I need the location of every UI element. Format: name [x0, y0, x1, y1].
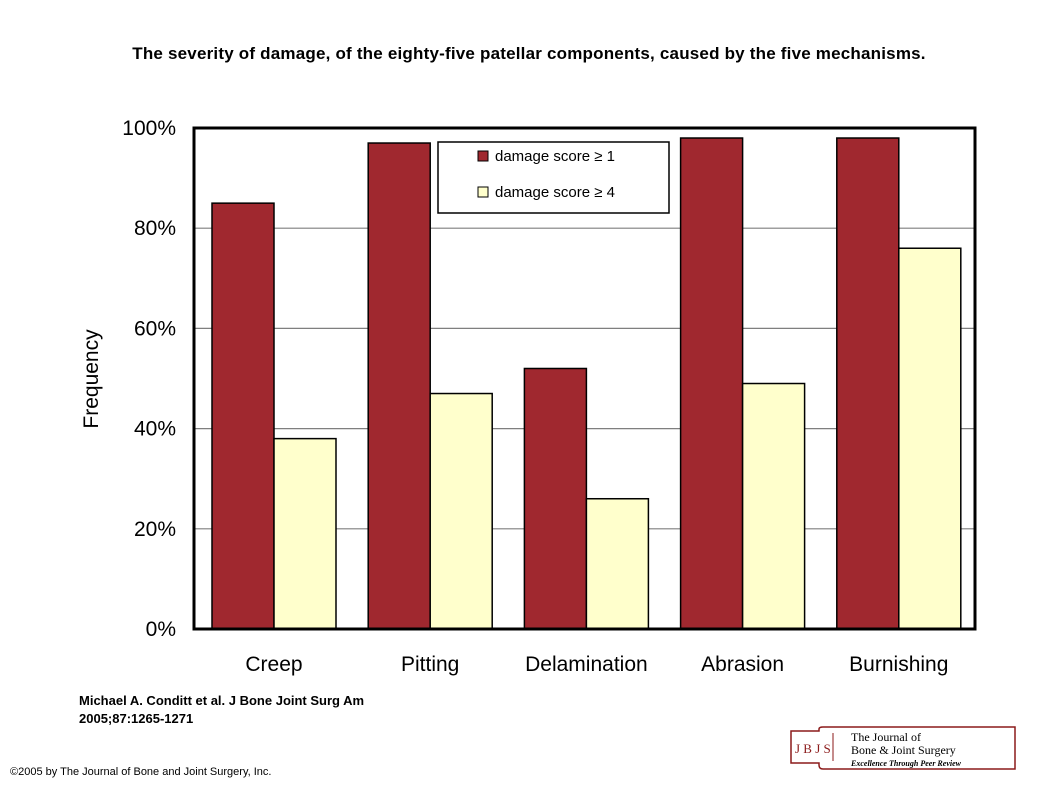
bar-delamination-series-2	[585, 497, 650, 630]
plot-frame	[192, 126, 977, 631]
x-tick-label: Pitting	[401, 653, 459, 676]
x-tick-label: Abrasion	[701, 653, 784, 676]
bar-pitting-series-2	[429, 392, 493, 630]
bar-pitting-series-1	[367, 142, 431, 630]
jbjs-logo: J B J S The Journal of Bone & Joint Surg…	[790, 726, 1016, 770]
logo-line3: Excellence Through Peer Review	[850, 759, 962, 768]
logo-mark: J B J S	[795, 741, 831, 756]
legend-label-damage-4: damage score ≥ 4	[495, 184, 615, 201]
bar-delamination-series-1	[523, 367, 588, 630]
legend-label-damage-1: damage score ≥ 1	[495, 148, 615, 165]
logo-line1: The Journal of	[851, 730, 921, 744]
bar-burnishing-series-2	[898, 247, 962, 630]
y-tick-label: 80%	[134, 217, 176, 240]
x-tick-labels: Creep Pitting Delamination Abrasion Burnishi…	[245, 653, 948, 676]
y-tick-label: 20%	[134, 518, 176, 541]
bar-burnishing-series-1	[836, 137, 900, 630]
y-tick-label: 40%	[134, 418, 176, 441]
x-tick-label: Creep	[245, 653, 302, 676]
y-tick-label: 60%	[134, 317, 176, 340]
copyright: ©2005 by The Journal of Bone and Joint S…	[10, 766, 272, 778]
legend: damage score ≥ 1 damage score ≥ 4	[437, 141, 670, 214]
y-tick-label: 100%	[122, 117, 176, 140]
y-tick-labels: 0% 20% 40% 60% 80% 100%	[122, 117, 176, 641]
citation: Michael A. Conditt et al. J Bone Joint S…	[79, 692, 364, 728]
bar-abrasion-series-2	[741, 382, 806, 630]
bar-creep-series-1	[211, 202, 275, 630]
x-tick-label: Burnishing	[849, 653, 948, 676]
citation-authors: Michael A. Conditt et al. J Bone Joint S…	[79, 693, 365, 708]
citation-reference: 2005;87:1265-1271	[79, 711, 194, 726]
logo-frame	[790, 726, 1016, 770]
y-axis-label: Frequency	[80, 329, 103, 429]
chart-title: The severity of damage, of the eighty-fi…	[132, 44, 926, 63]
legend-box	[437, 141, 670, 214]
y-tick-label: 0%	[146, 618, 176, 641]
bar-abrasion-series-1	[679, 137, 744, 630]
logo-line2: Bone & Joint Surgery	[851, 743, 956, 757]
bar-creep-series-2	[273, 437, 337, 630]
x-tick-label: Delamination	[525, 653, 648, 676]
legend-swatch-damage-1	[477, 150, 489, 162]
legend-swatch-damage-4	[477, 186, 489, 198]
